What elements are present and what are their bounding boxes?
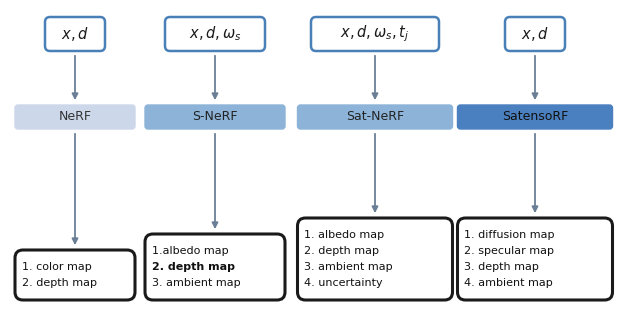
FancyBboxPatch shape xyxy=(505,17,565,51)
FancyBboxPatch shape xyxy=(298,218,452,300)
Text: $x, d, \omega_s$: $x, d, \omega_s$ xyxy=(189,25,241,43)
Text: 1. albedo map: 1. albedo map xyxy=(305,230,385,240)
Text: $x, d$: $x, d$ xyxy=(521,25,549,43)
Text: 1.albedo map: 1.albedo map xyxy=(152,246,228,256)
Text: 4. ambient map: 4. ambient map xyxy=(465,278,553,288)
Text: 4. uncertainty: 4. uncertainty xyxy=(305,278,383,288)
Text: SatensoRF: SatensoRF xyxy=(502,110,568,124)
FancyBboxPatch shape xyxy=(145,234,285,300)
Text: 2. depth map: 2. depth map xyxy=(152,262,235,272)
Text: S-NeRF: S-NeRF xyxy=(192,110,237,124)
Text: 1. diffusion map: 1. diffusion map xyxy=(465,230,555,240)
Text: Sat-NeRF: Sat-NeRF xyxy=(346,110,404,124)
Text: $x, d, \omega_s, t_j$: $x, d, \omega_s, t_j$ xyxy=(340,24,410,44)
Text: 2. specular map: 2. specular map xyxy=(465,246,554,256)
FancyBboxPatch shape xyxy=(298,105,452,129)
Text: 3. ambient map: 3. ambient map xyxy=(152,278,241,288)
FancyBboxPatch shape xyxy=(145,105,285,129)
Text: 3. depth map: 3. depth map xyxy=(465,262,540,272)
Text: NeRF: NeRF xyxy=(58,110,92,124)
FancyBboxPatch shape xyxy=(45,17,105,51)
FancyBboxPatch shape xyxy=(165,17,265,51)
Text: 1. color map: 1. color map xyxy=(22,262,92,272)
FancyBboxPatch shape xyxy=(15,105,135,129)
Text: $x, d$: $x, d$ xyxy=(61,25,89,43)
FancyBboxPatch shape xyxy=(311,17,439,51)
FancyBboxPatch shape xyxy=(458,105,612,129)
Text: 2. depth map: 2. depth map xyxy=(22,278,97,288)
Text: 2. depth map: 2. depth map xyxy=(305,246,380,256)
FancyBboxPatch shape xyxy=(458,218,612,300)
Text: 3. ambient map: 3. ambient map xyxy=(305,262,393,272)
FancyBboxPatch shape xyxy=(15,250,135,300)
